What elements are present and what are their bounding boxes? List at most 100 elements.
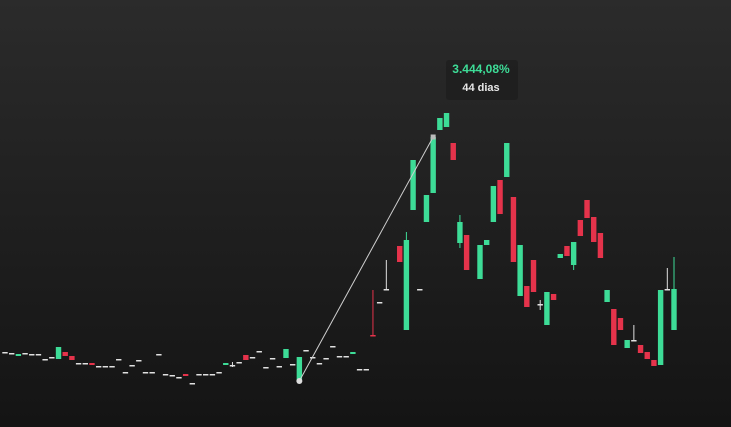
candle-body — [483, 240, 490, 245]
candle-body — [223, 363, 229, 365]
candle-body — [463, 235, 470, 270]
candle-body — [410, 160, 416, 210]
candle-body — [537, 304, 543, 306]
candle-body — [671, 289, 677, 330]
measure-line — [298, 136, 434, 382]
candle-body — [196, 374, 202, 376]
candle-body — [316, 363, 323, 365]
candle-body — [363, 369, 369, 371]
candle-body — [69, 356, 75, 360]
candle-body — [176, 377, 182, 379]
candle-body — [203, 374, 209, 376]
candle-body — [423, 195, 430, 222]
candle-body — [310, 357, 316, 359]
candle-body — [356, 369, 363, 371]
candle-body — [570, 242, 577, 265]
candle-body — [664, 289, 671, 291]
candle-body — [637, 345, 644, 353]
candle-body — [343, 356, 349, 358]
candle-body — [490, 186, 497, 222]
candle-body — [330, 346, 336, 348]
candle-body — [624, 340, 630, 348]
annotation-sublabel: 44 dias — [462, 82, 499, 94]
candle-body — [437, 118, 443, 130]
candle-body — [283, 349, 289, 358]
candle-body — [617, 318, 624, 330]
candle-body — [49, 357, 55, 359]
candle-body — [129, 365, 135, 367]
annotation-box — [446, 60, 518, 100]
candle-body — [417, 289, 423, 291]
candle-body — [604, 290, 610, 302]
candle-body — [256, 351, 262, 353]
candle-body — [644, 352, 650, 359]
candle-body — [477, 245, 483, 279]
candle-body — [182, 374, 189, 376]
candle-body — [591, 217, 597, 242]
candle-body — [564, 246, 570, 256]
candle-body — [109, 366, 115, 368]
candle-body — [156, 354, 162, 356]
candle-body — [8, 353, 15, 355]
candle-body — [75, 363, 82, 365]
candle-body — [95, 366, 102, 368]
candle-body — [510, 197, 517, 262]
candle-body — [42, 359, 48, 361]
candle-body — [243, 355, 249, 360]
candle-body — [443, 113, 450, 127]
candle-body — [189, 383, 196, 385]
candle-body — [289, 364, 296, 366]
candle-body — [136, 360, 142, 362]
candle-body — [376, 302, 383, 304]
candle-body — [336, 356, 343, 358]
candle-body — [631, 340, 637, 342]
candle-body — [29, 354, 35, 356]
candle-body — [611, 309, 617, 345]
candle-body — [550, 294, 557, 300]
candle-body — [303, 350, 309, 352]
candle-body — [497, 180, 503, 214]
candle-body — [15, 354, 22, 356]
candle-body — [142, 372, 149, 374]
candle-body — [296, 357, 303, 380]
candle-body — [557, 254, 563, 258]
candle-body — [35, 354, 42, 356]
candle-body — [149, 372, 155, 374]
candle-body — [122, 372, 129, 374]
candle-body — [584, 200, 590, 218]
candle-body — [657, 290, 664, 365]
candle-body — [249, 357, 256, 359]
measure-point — [296, 378, 303, 384]
candles — [2, 113, 677, 385]
candle-body — [82, 363, 88, 365]
candle-body — [162, 374, 169, 376]
candle-body — [524, 286, 530, 307]
candle-body — [276, 366, 282, 368]
candle-body — [116, 359, 122, 361]
candle-body — [450, 143, 456, 160]
candle-body — [397, 246, 403, 262]
candle-body — [430, 137, 436, 193]
candle-body — [22, 353, 28, 355]
candle-body — [457, 222, 463, 243]
measure — [296, 134, 436, 384]
candle-body — [263, 367, 269, 369]
measure-point — [430, 134, 436, 140]
candle-body — [55, 347, 62, 359]
candle-body — [216, 372, 222, 374]
candle-body — [577, 220, 584, 236]
annotation-label: 3.444,08% — [452, 62, 510, 76]
candle-body — [350, 352, 356, 354]
candle-body — [2, 352, 8, 354]
candle-body — [269, 358, 276, 360]
candle-body — [169, 375, 175, 377]
candle-body — [102, 366, 109, 368]
candle-body — [383, 289, 390, 291]
candle-body — [530, 260, 537, 292]
candle-body — [370, 335, 376, 337]
candle-body — [403, 240, 410, 330]
candle-body — [62, 352, 68, 356]
candle-body — [209, 374, 216, 376]
